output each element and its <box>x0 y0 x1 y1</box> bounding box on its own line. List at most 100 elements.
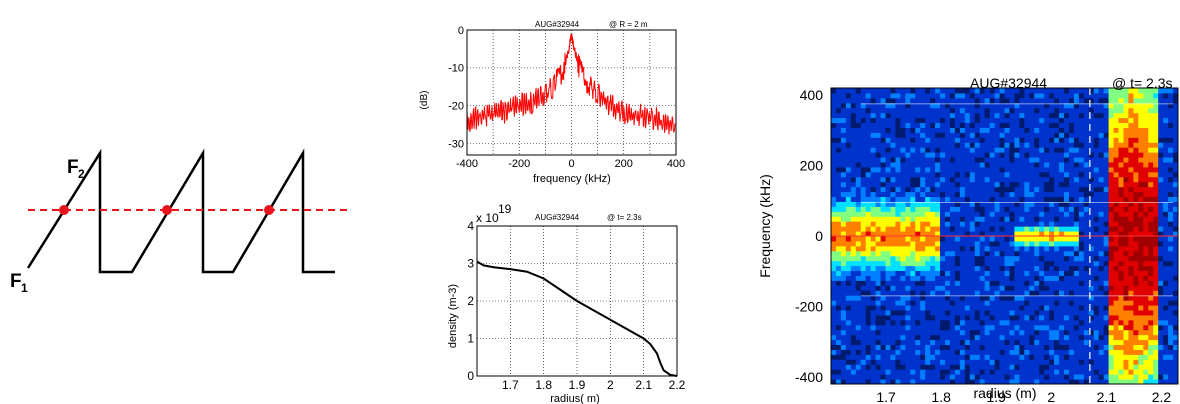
heatmap-cell <box>974 275 981 281</box>
heatmap-cell <box>1098 122 1105 128</box>
heatmap-cell <box>1019 300 1025 306</box>
heatmap-cell <box>1133 191 1139 198</box>
heatmap-cell <box>1118 211 1124 217</box>
heatmap-cell <box>974 201 981 207</box>
heatmap-cell <box>920 319 926 326</box>
heatmap-cell <box>1153 260 1159 267</box>
heatmap-cell <box>1163 236 1169 242</box>
heatmap-cell <box>900 354 906 360</box>
heatmap-cell <box>979 92 986 99</box>
heatmap-cell <box>1158 310 1164 316</box>
heatmap-cell <box>840 231 847 237</box>
heatmap-cell <box>860 137 867 143</box>
heatmap-cell <box>959 191 966 198</box>
heatmap-cell <box>1093 97 1100 104</box>
heatmap-cell <box>890 152 896 158</box>
heatmap-cell <box>1148 255 1154 262</box>
heatmap-cell <box>845 270 852 276</box>
heatmap-cell <box>1133 324 1139 331</box>
heatmap-cell <box>1073 245 1080 252</box>
heatmap-cell <box>1158 191 1164 198</box>
heatmap-cell <box>1118 122 1124 128</box>
heatmap-cell <box>1123 255 1129 262</box>
heatmap-cell <box>984 379 991 385</box>
heatmap-cell <box>1034 364 1040 370</box>
heatmap-cell <box>855 181 862 188</box>
heatmap-cell <box>994 240 1001 247</box>
heatmap-cell <box>865 265 872 272</box>
heatmap-cell <box>964 157 971 163</box>
heatmap-cell <box>865 314 872 321</box>
heatmap-cell <box>1024 290 1030 296</box>
heatmap-cell <box>1098 314 1105 321</box>
heatmap-cell <box>969 310 976 316</box>
heatmap-cell <box>964 186 971 193</box>
heatmap-cell <box>1059 275 1065 281</box>
heatmap-cell <box>875 181 882 188</box>
heatmap-cell <box>885 147 891 153</box>
heatmap-cell <box>1054 171 1060 178</box>
heatmap-cell <box>1128 295 1134 301</box>
heatmap-cell <box>1014 122 1020 128</box>
heatmap-cell <box>1168 112 1174 119</box>
heatmap-cell <box>1158 295 1164 301</box>
heatmap-cell <box>1153 314 1159 321</box>
heatmap-cell <box>1034 112 1040 119</box>
heatmap-cell <box>895 216 901 222</box>
heatmap-cell <box>1113 295 1120 301</box>
heatmap-cell <box>1118 152 1124 158</box>
heatmap-cell <box>1103 255 1110 262</box>
heatmap-cell <box>935 270 941 276</box>
heatmap-cell <box>890 132 896 138</box>
heatmap-cell <box>1168 369 1174 375</box>
heatmap-cell <box>895 265 901 272</box>
heatmap-cell <box>905 270 911 276</box>
heatmap-cell <box>900 127 906 133</box>
heatmap-cell <box>1044 300 1050 306</box>
heatmap-cell <box>1044 324 1050 331</box>
heatmap-cell <box>945 314 951 321</box>
heatmap-cell <box>935 265 941 272</box>
heatmap-cell <box>1078 270 1085 276</box>
heatmap-cell <box>1098 127 1105 133</box>
heatmap-cell <box>900 265 906 272</box>
heatmap-cell <box>875 379 882 385</box>
heatmap-cell <box>1004 250 1010 257</box>
heatmap-cell <box>1083 221 1090 227</box>
heatmap-cell <box>880 206 887 212</box>
heatmap-cell <box>1078 334 1085 341</box>
heatmap-cell <box>954 122 961 128</box>
heatmap-cell <box>1128 354 1134 360</box>
heatmap-cell <box>865 122 872 128</box>
heatmap-cell <box>855 329 862 336</box>
heatmap-cell <box>845 157 852 163</box>
heatmap-cell <box>860 324 867 331</box>
heatmap-cell <box>935 171 941 178</box>
heatmap-cell <box>1083 265 1090 272</box>
heatmap-cell <box>949 152 956 158</box>
heatmap-cell <box>974 157 981 163</box>
heatmap-cell <box>1063 221 1070 227</box>
heatmap-cell <box>855 236 862 242</box>
heatmap-cell <box>1024 314 1030 321</box>
heatmap-cell <box>831 132 837 138</box>
heatmap-cell <box>925 226 931 232</box>
heatmap-cell <box>1118 102 1124 109</box>
heatmap-cell <box>860 142 867 148</box>
heatmap-cell <box>969 369 976 375</box>
heatmap-cell <box>1093 374 1100 380</box>
heatmap-cell <box>1093 152 1100 158</box>
heatmap-cell <box>1148 226 1154 232</box>
heatmap-cell <box>855 285 862 291</box>
heatmap-cell <box>850 270 857 276</box>
heatmap-cell <box>1133 102 1139 109</box>
heatmap-cell <box>935 162 941 168</box>
heatmap-cell <box>945 102 951 109</box>
heatmap-cell <box>890 255 896 262</box>
heatmap-cell <box>994 265 1001 272</box>
heatmap-cell <box>1153 216 1159 222</box>
heatmap-cell <box>1024 285 1030 291</box>
heatmap-cell <box>1059 186 1065 193</box>
heatmap-cell <box>890 275 896 281</box>
heatmap-cell <box>1029 255 1035 262</box>
